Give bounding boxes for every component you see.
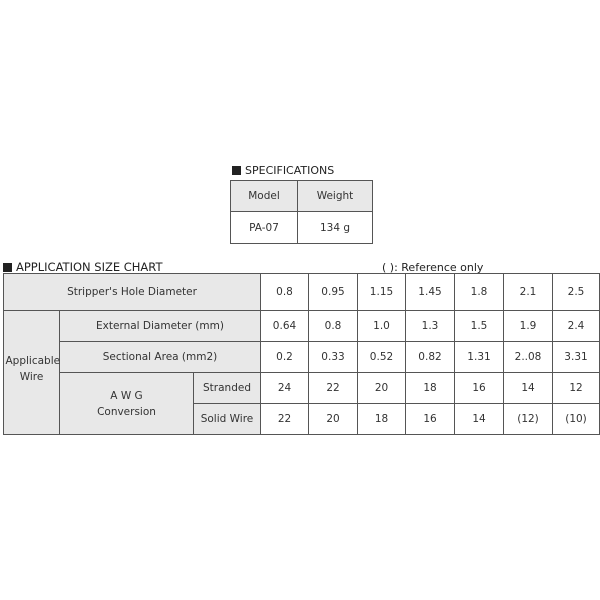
cell: 0.64 [260, 310, 309, 342]
specifications-title-text: SPECIFICATIONS [245, 164, 335, 177]
cell: 1.3 [405, 310, 455, 342]
cell: 0.52 [357, 341, 406, 373]
specifications-title: SPECIFICATIONS [232, 164, 334, 177]
cell: 22 [260, 403, 309, 435]
cell: 1.5 [454, 310, 504, 342]
header-weight: Weight [297, 180, 373, 212]
cell: 0.8 [308, 310, 358, 342]
chart-title-text: APPLICATION SIZE CHART [16, 260, 163, 274]
application-size-chart: Stripper's Hole Diameter 0.8 0.95 1.15 1… [3, 273, 600, 435]
cell: 1.0 [357, 310, 406, 342]
cell: 2..08 [503, 341, 553, 373]
cell: 1.9 [503, 310, 553, 342]
cell: 0.2 [260, 341, 309, 373]
cell: 0.95 [308, 273, 358, 311]
model-value: PA-07 [230, 211, 298, 244]
cell: 16 [454, 372, 504, 404]
cell: 18 [357, 403, 406, 435]
cell: 12 [552, 372, 600, 404]
square-bullet-icon [232, 166, 241, 175]
cell: 18 [405, 372, 455, 404]
cell: 0.82 [405, 341, 455, 373]
sectional-area-label: Sectional Area (mm2) [59, 341, 261, 373]
table-row-hole-diameter: Stripper's Hole Diameter 0.8 0.95 1.15 1… [3, 273, 600, 311]
cell: 14 [454, 403, 504, 435]
table-row-stranded: A W G Conversion Stranded 24 22 20 18 16… [4, 372, 600, 435]
cell: 1.15 [357, 273, 406, 311]
cell: 20 [308, 403, 358, 435]
table-row-solid-wire: Solid Wire 22 20 18 16 14 (12) (10) [4, 403, 600, 435]
conversion-label: Conversion [97, 405, 156, 418]
cell: 24 [260, 372, 309, 404]
solid-wire-label: Solid Wire [193, 403, 261, 435]
table-row-external-diameter: Applicable Wire External Diameter (mm) 0… [3, 310, 600, 435]
awg-label: A W G [110, 389, 143, 402]
hole-diameter-label: Stripper's Hole Diameter [3, 273, 261, 311]
cell: 3.31 [552, 341, 600, 373]
reference-note: ( ): Reference only [382, 261, 484, 274]
table-row-sectional-area: Sectional Area (mm2) 0.2 0.33 0.52 0.82 … [4, 341, 600, 373]
cell: 0.8 [260, 273, 309, 311]
cell: (10) [552, 403, 600, 435]
cell: 22 [308, 372, 358, 404]
cell: 1.45 [405, 273, 455, 311]
square-bullet-icon [3, 263, 12, 272]
cell: 2.5 [552, 273, 600, 311]
applicable-wire-label: Applicable Wire [3, 310, 61, 435]
cell: 1.31 [454, 341, 504, 373]
external-diameter-label: External Diameter (mm) [59, 310, 261, 342]
cell: 14 [503, 372, 553, 404]
awg-conversion-label: A W G Conversion [59, 372, 194, 435]
chart-title: APPLICATION SIZE CHART [3, 260, 162, 274]
specifications-table: Model Weight PA-07 134 g [230, 180, 373, 244]
stranded-label: Stranded [193, 372, 261, 404]
weight-value: 134 g [297, 211, 373, 244]
cell: 2.1 [503, 273, 553, 311]
applicable-wire-text: Applicable Wire [5, 354, 61, 383]
cell: 2.4 [552, 310, 600, 342]
cell: (12) [503, 403, 553, 435]
cell: 0.33 [308, 341, 358, 373]
header-model: Model [230, 180, 298, 212]
cell: 16 [405, 403, 455, 435]
cell: 20 [357, 372, 406, 404]
cell: 1.8 [454, 273, 504, 311]
